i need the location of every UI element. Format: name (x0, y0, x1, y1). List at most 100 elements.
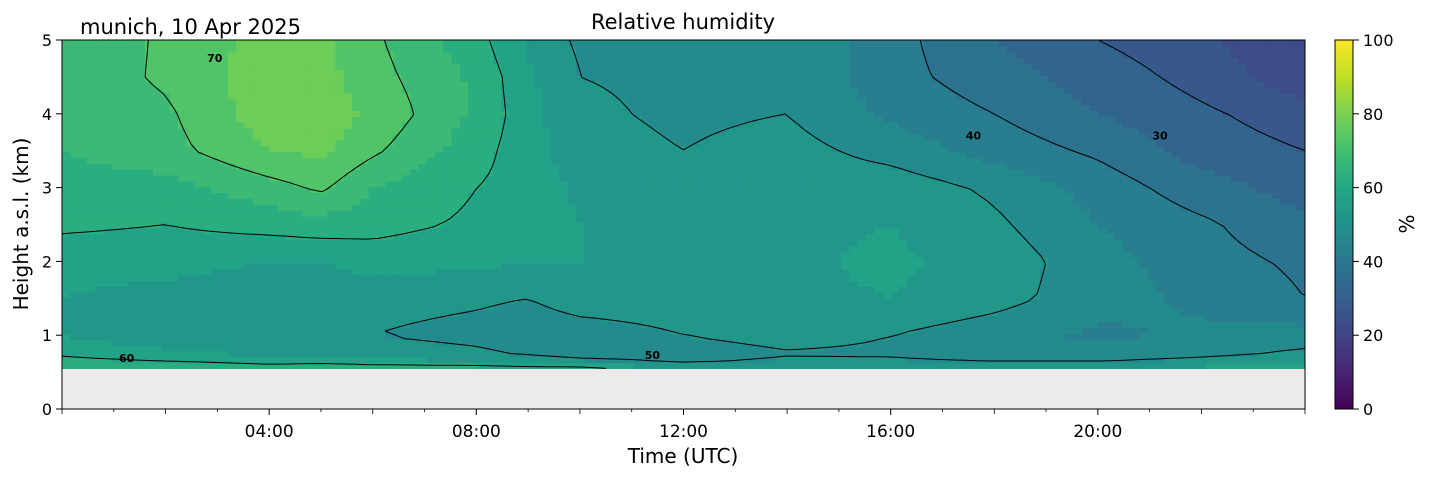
heatmap-cell (186, 303, 196, 311)
heatmap-cell (617, 356, 627, 364)
heatmap-cell (981, 344, 991, 352)
heatmap-cell (1255, 309, 1265, 317)
heatmap-cell (600, 309, 610, 317)
heatmap-cell (492, 344, 502, 352)
heatmap-cell (1097, 339, 1107, 346)
heatmap-cell (1097, 321, 1107, 328)
heatmap-cell (882, 309, 892, 317)
heatmap-cell (1271, 321, 1281, 328)
heatmap-cell (782, 186, 792, 194)
heatmap-cell (849, 356, 859, 364)
heatmap-cell (468, 321, 477, 328)
heatmap-cell (1180, 339, 1190, 346)
heatmap-cell (857, 239, 867, 246)
heatmap-cell (78, 198, 88, 205)
heatmap-cell (352, 327, 361, 334)
heatmap-cell (211, 251, 221, 258)
heatmap-cell (368, 362, 378, 370)
heatmap-cell (459, 180, 469, 188)
heatmap-cell (542, 327, 552, 334)
heatmap-cell (1031, 303, 1041, 311)
heatmap-cell (1246, 180, 1256, 188)
heatmap-cell (1255, 356, 1265, 364)
heatmap-cell (1180, 292, 1190, 299)
heatmap-cell (907, 251, 917, 258)
heatmap-cell (882, 215, 892, 223)
heatmap-cell (161, 210, 171, 217)
heatmap-cell (376, 180, 386, 188)
heatmap-cell (236, 215, 245, 223)
heatmap-cell (1271, 215, 1281, 223)
heatmap-cell (302, 350, 312, 358)
heatmap-cell (1031, 315, 1041, 323)
heatmap-cell (236, 333, 245, 340)
heatmap-cell (211, 180, 221, 188)
heatmap-cell (78, 315, 88, 323)
heatmap-cell (1039, 227, 1049, 235)
heatmap-cell (1006, 204, 1016, 211)
heatmap-cell (724, 321, 734, 328)
heatmap-cell (832, 192, 842, 199)
heatmap-cell (923, 198, 933, 205)
heatmap-cell (459, 321, 469, 328)
heatmap-cell (824, 309, 834, 317)
heatmap-cell (468, 339, 477, 346)
heatmap-cell (600, 362, 610, 370)
heatmap-cell (691, 362, 701, 370)
heatmap-cell (1147, 333, 1157, 340)
heatmap-cell (816, 215, 825, 223)
heatmap-cell (410, 221, 419, 229)
heatmap-cell (824, 274, 834, 282)
heatmap-cell (766, 309, 776, 317)
heatmap-cell (144, 333, 154, 340)
heatmap-cell (526, 186, 535, 194)
heatmap-cell (244, 227, 254, 235)
heatmap-cell (95, 344, 105, 352)
heatmap-cell (849, 292, 859, 299)
heatmap-cell (550, 344, 560, 352)
heatmap-cell (285, 362, 295, 370)
heatmap-cell (318, 327, 328, 334)
heatmap-cell (857, 192, 867, 199)
heatmap-cell (658, 239, 668, 246)
heatmap-cell (111, 215, 121, 223)
heatmap-cell (1180, 251, 1190, 258)
heatmap-cell (898, 198, 908, 205)
heatmap-cell (542, 239, 552, 246)
heatmap-cell (360, 268, 370, 276)
heatmap-cell (584, 309, 593, 317)
heatmap-cell (144, 186, 154, 194)
heatmap-cell (550, 362, 560, 370)
heatmap-cell (1106, 356, 1116, 364)
heatmap-cell (368, 245, 378, 252)
heatmap-cell (136, 180, 146, 188)
heatmap-cell (774, 268, 784, 276)
heatmap-cell (426, 292, 436, 299)
heatmap-cell (882, 204, 892, 211)
heatmap-cell (103, 298, 113, 305)
heatmap-cell (1188, 274, 1198, 282)
heatmap-cell (227, 315, 237, 323)
heatmap-cell (368, 186, 378, 194)
heatmap-cell (501, 292, 511, 299)
heatmap-cell (675, 221, 685, 229)
heatmap-cell (335, 350, 345, 358)
heatmap-cell (700, 268, 709, 276)
heatmap-cell (509, 280, 519, 287)
heatmap-cell (550, 245, 560, 252)
heatmap-cell (236, 198, 245, 205)
heatmap-cell (1205, 233, 1215, 240)
heatmap-cell (178, 292, 187, 299)
heatmap-cell (700, 245, 709, 252)
heatmap-cell (650, 174, 660, 182)
heatmap-cell (78, 274, 88, 282)
heatmap-cell (774, 221, 784, 229)
heatmap-cell (915, 309, 925, 317)
heatmap-cell (1139, 339, 1149, 346)
heatmap-cell (78, 292, 88, 299)
heatmap-cell (874, 192, 883, 199)
heatmap-cell (932, 256, 941, 264)
heatmap-cell (484, 327, 494, 334)
heatmap-cell (807, 262, 817, 270)
heatmap-cell (128, 245, 138, 252)
